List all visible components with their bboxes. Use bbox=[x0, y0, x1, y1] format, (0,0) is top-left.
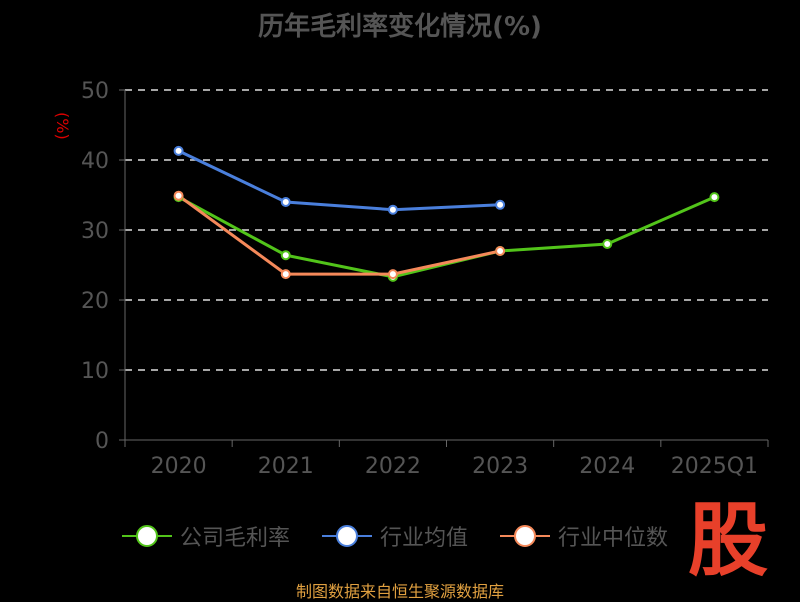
y-tick-label: 0 bbox=[95, 429, 109, 454]
legend-label: 公司毛利率 bbox=[180, 526, 291, 551]
y-tick-label: 20 bbox=[81, 289, 109, 314]
x-tick-label: 2023 bbox=[472, 454, 528, 479]
x-tick-label: 2024 bbox=[579, 454, 635, 479]
legend-label: 行业中位数 bbox=[558, 526, 669, 551]
data-point bbox=[280, 197, 291, 207]
data-point bbox=[495, 199, 506, 210]
data-point bbox=[495, 246, 506, 256]
data-point bbox=[173, 190, 184, 201]
series-line bbox=[177, 195, 716, 279]
data-point bbox=[280, 250, 291, 261]
x-tick-label: 2025Q1 bbox=[671, 454, 758, 479]
y-tick-label: 10 bbox=[81, 359, 109, 384]
footer-source: 制图数据来自恒生聚源数据库 bbox=[295, 582, 504, 601]
data-point bbox=[280, 269, 291, 280]
y-tick-label: 40 bbox=[81, 149, 109, 174]
chart-title: 历年毛利率变化情况(%) bbox=[258, 12, 542, 42]
y-tick-label: 50 bbox=[81, 79, 109, 104]
data-point bbox=[387, 204, 398, 215]
data-point bbox=[602, 239, 613, 249]
legend-item[interactable]: 行业中位数 bbox=[500, 520, 668, 552]
legend-label: 行业均值 bbox=[380, 526, 469, 551]
data-point bbox=[387, 269, 398, 280]
legend-marker-icon bbox=[322, 525, 372, 547]
logo: 股 bbox=[688, 494, 768, 587]
x-tick-label: 2020 bbox=[151, 454, 207, 479]
legend-marker-icon bbox=[122, 525, 172, 547]
x-tick-label: 2022 bbox=[365, 454, 421, 479]
series-line bbox=[177, 194, 501, 276]
series-line bbox=[177, 149, 501, 212]
y-tick-label: 30 bbox=[81, 219, 109, 244]
legend-marker-icon bbox=[500, 525, 550, 547]
legend-item[interactable]: 公司毛利率 bbox=[122, 520, 290, 552]
x-tick-label: 2021 bbox=[258, 454, 314, 479]
data-point bbox=[173, 145, 184, 156]
data-point bbox=[709, 192, 720, 203]
legend-item[interactable]: 行业均值 bbox=[322, 520, 468, 552]
